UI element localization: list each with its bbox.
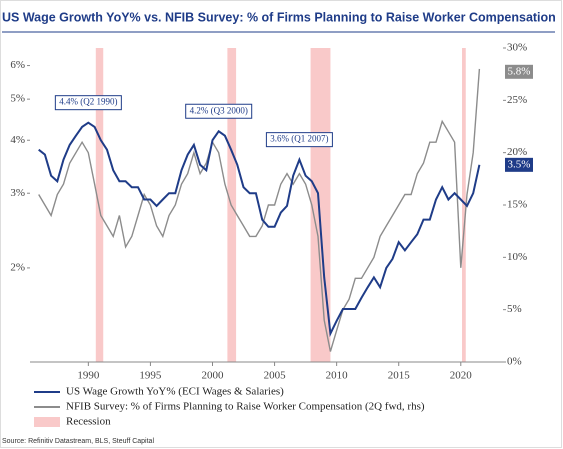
end-label-box xyxy=(505,157,533,172)
series-line xyxy=(38,68,481,352)
annotation: 4.4% (Q2 1990) xyxy=(59,97,117,107)
y-tick-label: 5% xyxy=(10,93,25,105)
annotation-box xyxy=(185,103,253,119)
y2-tick-label: 0% xyxy=(507,356,522,368)
x-tick-label: 2015 xyxy=(388,370,411,382)
annotation: 3.6% (Q1 2007) xyxy=(270,134,328,144)
y-tick-label: 2% xyxy=(10,261,25,273)
y2-tick-label: 5% xyxy=(507,303,522,315)
x-tick-label: 2020 xyxy=(450,370,473,382)
x-tick-label: 1995 xyxy=(139,370,162,382)
x-tick-label: 2010 xyxy=(326,370,349,382)
legend-swatch xyxy=(34,417,60,427)
recession-band xyxy=(95,48,104,362)
chart-title: US Wage Growth YoY% vs. NFIB Survey: % o… xyxy=(2,10,556,24)
x-tick-label: 2005 xyxy=(264,370,287,382)
y2-tick-label: 20% xyxy=(507,146,527,158)
annotation: 4.2% (Q3 2000) xyxy=(190,105,248,115)
x-tick-label: 2000 xyxy=(201,370,224,382)
end-label: 3.5% xyxy=(508,158,531,170)
y2-tick-label: 30% xyxy=(507,42,527,54)
annotation-box xyxy=(54,95,122,111)
source: Source: Refinitiv Datastream, BLS, Steuf… xyxy=(2,438,154,445)
legend-label: NFIB Survey: % of Firms Planning to Rais… xyxy=(66,401,425,413)
y2-tick-label: 25% xyxy=(507,94,527,106)
annotation-box xyxy=(265,132,333,148)
y-tick-label: 3% xyxy=(10,187,25,199)
y-tick-label: 4% xyxy=(10,134,25,146)
x-tick-label: 1990 xyxy=(77,370,100,382)
legend-label: Recession xyxy=(66,416,111,428)
series-line xyxy=(38,121,481,338)
recession-band xyxy=(462,48,466,362)
legend-label: US Wage Growth YoY% (ECI Wages & Salarie… xyxy=(66,386,284,398)
y-tick-label: 6% xyxy=(10,59,25,71)
y2-tick-label: 10% xyxy=(507,251,527,263)
end-label: 5.8% xyxy=(508,65,531,77)
y2-tick-label: 15% xyxy=(507,199,527,211)
end-label-box xyxy=(505,64,533,79)
